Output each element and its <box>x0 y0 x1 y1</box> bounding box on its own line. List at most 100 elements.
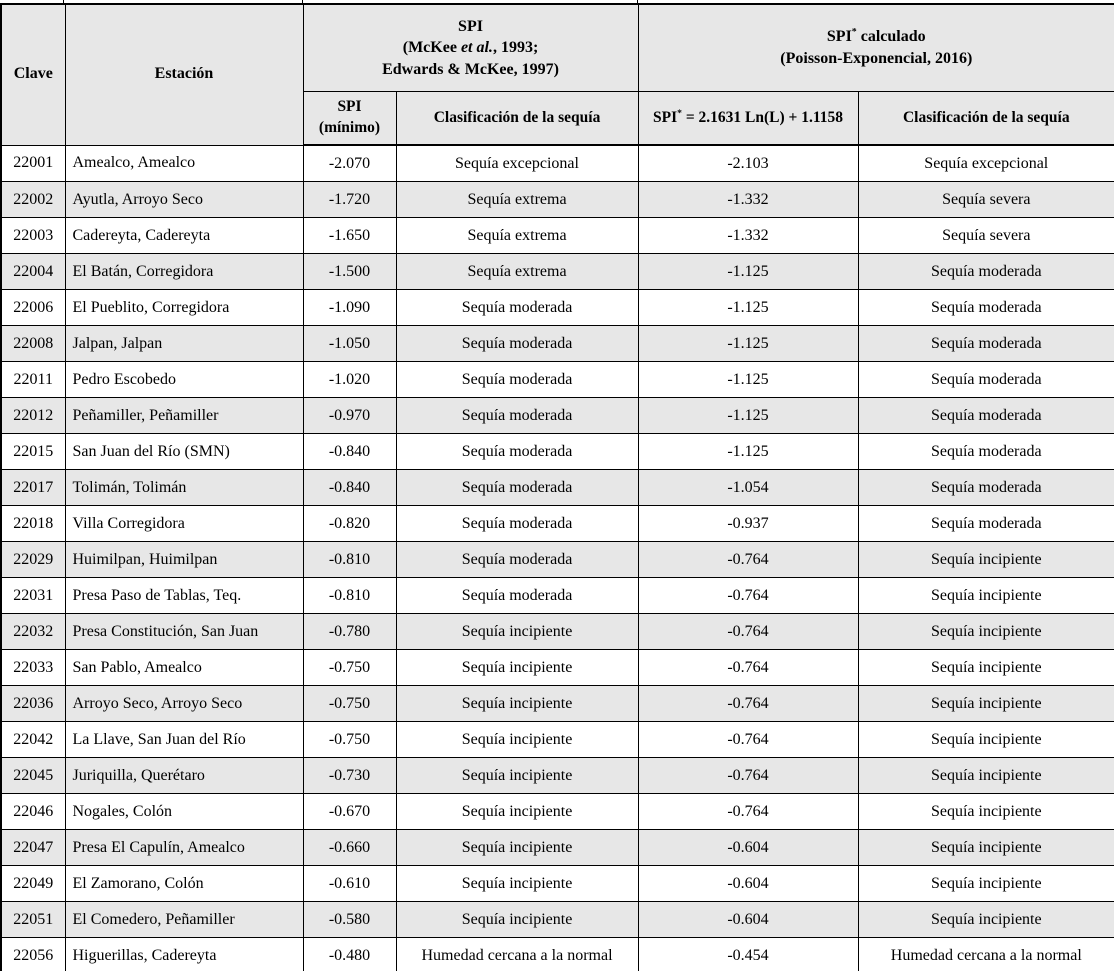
cell-clasificacion-calc: Sequía incipiente <box>857 901 1114 938</box>
table-row: 22018 Villa Corregidora -0.820 Sequía mo… <box>0 505 1114 542</box>
cell-spi-minimo: -0.810 <box>302 577 397 614</box>
cell-clave: 22018 <box>0 505 66 542</box>
cell-spi-calculado: -0.764 <box>637 541 859 578</box>
cell-spi-minimo: -1.650 <box>302 217 397 254</box>
cell-clasificacion-spi: Sequía incipiente <box>395 721 639 758</box>
cell-clasificacion-spi: Sequía excepcional <box>395 144 639 182</box>
cell-estacion: Presa Constitución, San Juan <box>64 613 304 650</box>
table-continuation-tick <box>302 0 303 5</box>
cell-clasificacion-calc: Humedad cercana a la normal <box>857 937 1114 971</box>
cell-clasificacion-calc: Sequía incipiente <box>857 649 1114 686</box>
table-row: 22036 Arroyo Seco, Arroyo Seco -0.750 Se… <box>0 685 1114 722</box>
col-header-estacion: Estación <box>64 3 304 146</box>
cell-spi-minimo: -0.480 <box>302 937 397 971</box>
cell-spi-minimo: -0.730 <box>302 757 397 794</box>
cell-spi-calculado: -0.764 <box>637 757 859 794</box>
cell-clave: 22002 <box>0 181 66 218</box>
cell-clasificacion-calc: Sequía severa <box>857 217 1114 254</box>
cell-clave: 22012 <box>0 397 66 434</box>
cell-spi-calculado: -1.125 <box>637 361 859 398</box>
cell-clasificacion-calc: Sequía moderada <box>857 505 1114 542</box>
cell-clasificacion-spi: Sequía moderada <box>395 397 639 434</box>
cell-clasificacion-calc: Sequía excepcional <box>857 144 1114 182</box>
table-row: 22045 Juriquilla, Querétaro -0.730 Sequí… <box>0 757 1114 794</box>
cell-spi-minimo: -1.500 <box>302 253 397 290</box>
cell-clave: 22008 <box>0 325 66 362</box>
cell-spi-minimo: -0.840 <box>302 433 397 470</box>
spi-calc-group-title: SPI* calculado <box>826 27 926 46</box>
cell-spi-minimo: -1.090 <box>302 289 397 326</box>
table-body: 22001 Amealco, Amealco -2.070 Sequía exc… <box>0 144 1114 971</box>
cell-estacion: Huimilpan, Huimilpan <box>64 541 304 578</box>
header-group-row: Clave Estación SPI (McKee et al., 1993; … <box>0 3 1114 146</box>
cell-clasificacion-calc: Sequía moderada <box>857 433 1114 470</box>
header-sub-row: SPI (mínimo) Clasificación de la sequía … <box>1 91 1114 146</box>
cell-clave: 22042 <box>0 721 66 758</box>
table-row: 22032 Presa Constitución, San Juan -0.78… <box>0 613 1114 650</box>
cell-clasificacion-spi: Sequía incipiente <box>395 793 639 830</box>
cell-clasificacion-calc: Sequía moderada <box>857 361 1114 398</box>
cell-clave: 22051 <box>0 901 66 938</box>
table-row: 22042 La Llave, San Juan del Río -0.750 … <box>0 721 1114 758</box>
cell-estacion: Cadereyta, Cadereyta <box>64 217 304 254</box>
cell-spi-calculado: -0.764 <box>637 793 859 830</box>
cell-clasificacion-spi: Sequía moderada <box>395 505 639 542</box>
cell-clasificacion-calc: Sequía incipiente <box>857 793 1114 830</box>
cell-spi-minimo: -0.820 <box>302 505 397 542</box>
col-header-clasificacion-spi: Clasificación de la sequía <box>395 91 639 146</box>
cell-spi-calculado: -0.764 <box>637 649 859 686</box>
cell-estacion: El Comedero, Peñamiller <box>64 901 304 938</box>
cell-estacion: San Juan del Río (SMN) <box>64 433 304 470</box>
cell-spi-minimo: -0.660 <box>302 829 397 866</box>
table-row: 22047 Presa El Capulín, Amealco -0.660 S… <box>0 829 1114 866</box>
cell-clasificacion-calc: Sequía moderada <box>857 397 1114 434</box>
cell-spi-calculado: -0.454 <box>637 937 859 971</box>
cell-estacion: Tolimán, Tolimán <box>64 469 304 506</box>
cell-estacion: Amealco, Amealco <box>64 144 304 182</box>
cell-clasificacion-spi: Sequía incipiente <box>395 901 639 938</box>
cell-spi-minimo: -0.750 <box>302 721 397 758</box>
cell-clave: 22049 <box>0 865 66 902</box>
table-row: 22051 El Comedero, Peñamiller -0.580 Seq… <box>0 901 1114 938</box>
cell-spi-calculado: -1.125 <box>637 253 859 290</box>
table-continuation-tick <box>63 0 64 5</box>
spi-group-title: SPI <box>458 17 483 35</box>
cell-clasificacion-spi: Sequía extrema <box>395 181 639 218</box>
table-row: 22046 Nogales, Colón -0.670 Sequía incip… <box>0 793 1114 830</box>
table-row: 22049 El Zamorano, Colón -0.610 Sequía i… <box>0 865 1114 902</box>
cell-estacion: El Pueblito, Corregidora <box>64 289 304 326</box>
cell-clasificacion-calc: Sequía incipiente <box>857 685 1114 722</box>
cell-clasificacion-spi: Sequía incipiente <box>395 685 639 722</box>
cell-spi-calculado: -1.054 <box>637 469 859 506</box>
cell-clasificacion-calc: Sequía incipiente <box>857 757 1114 794</box>
cell-clave: 22015 <box>0 433 66 470</box>
cell-clasificacion-spi: Sequía moderada <box>395 541 639 578</box>
cell-clave: 22006 <box>0 289 66 326</box>
cell-estacion: Villa Corregidora <box>64 505 304 542</box>
cell-clave: 22017 <box>0 469 66 506</box>
cell-clasificacion-calc: Sequía severa <box>857 181 1114 218</box>
cell-estacion: Arroyo Seco, Arroyo Seco <box>64 685 304 722</box>
cell-spi-calculado: -1.332 <box>637 217 859 254</box>
cell-spi-minimo: -1.720 <box>302 181 397 218</box>
col-header-spi-formula: SPI* = 2.1631 Ln(L) + 1.1158 <box>637 91 859 146</box>
cell-clasificacion-spi: Sequía moderada <box>395 325 639 362</box>
cell-spi-minimo: -1.020 <box>302 361 397 398</box>
cell-spi-calculado: -0.604 <box>637 865 859 902</box>
cell-spi-minimo: -0.810 <box>302 541 397 578</box>
cell-spi-calculado: -1.332 <box>637 181 859 218</box>
cell-clasificacion-spi: Sequía moderada <box>395 433 639 470</box>
cell-spi-calculado: -2.103 <box>637 144 859 182</box>
cell-clasificacion-spi: Sequía incipiente <box>395 649 639 686</box>
cell-estacion: Peñamiller, Peñamiller <box>64 397 304 434</box>
cell-clave: 22056 <box>0 937 66 971</box>
cell-estacion: Nogales, Colón <box>64 793 304 830</box>
cell-spi-minimo: -0.610 <box>302 865 397 902</box>
table-row: 22001 Amealco, Amealco -2.070 Sequía exc… <box>0 144 1114 182</box>
group-header-spi-calculated: SPI* calculado (Poisson-Exponencial, 201… <box>637 3 1114 92</box>
cell-clave: 22047 <box>0 829 66 866</box>
spi-calc-group-citation: (Poisson-Exponencial, 2016) <box>780 50 973 67</box>
cell-spi-minimo: -0.750 <box>302 649 397 686</box>
cell-clasificacion-spi: Sequía moderada <box>395 577 639 614</box>
table-row: 22003 Cadereyta, Cadereyta -1.650 Sequía… <box>0 217 1114 254</box>
